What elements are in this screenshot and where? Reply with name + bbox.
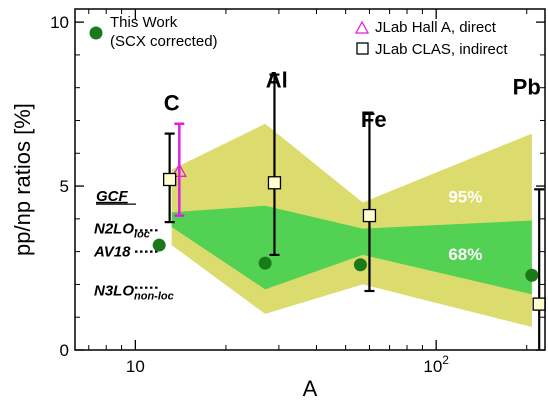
y-tick-label: 5 [60, 177, 69, 196]
data-point-this-work [258, 256, 272, 270]
data-point-this-work [525, 268, 539, 282]
legend-label-clas: JLab CLAS, indirect [375, 41, 508, 58]
confidence-band-68pct [171, 205, 532, 295]
legend-marker-clas [356, 42, 369, 55]
x-tick-base: 10 [423, 357, 442, 376]
x-tick-base: 10 [126, 357, 145, 376]
band-label: 95% [448, 187, 482, 206]
y-tick-label: 0 [60, 341, 69, 360]
plot-frame [74, 8, 546, 351]
nucleus-label: Fe [361, 107, 387, 132]
legend-label-scx: (SCX corrected) [110, 33, 218, 50]
gcf-model-name: N3LO [94, 283, 134, 300]
data-point-clas [162, 172, 177, 187]
gcf-model-subscript: non-loc [134, 291, 174, 303]
data-point-clas [532, 297, 546, 311]
data-point-hall-a [171, 162, 187, 177]
band-label: 68% [448, 245, 482, 264]
x-axis-label: A [303, 376, 318, 401]
x-tick-exponent: 2 [442, 353, 449, 367]
y-axis-label: pp/np ratios [%] [10, 103, 35, 256]
legend: This Work (SCX corrected) JLab Hall A, dir… [89, 14, 508, 58]
labels-layer: 95% 68% C Al Fe Pb [164, 68, 541, 264]
gcf-model-label: AV18 [93, 244, 131, 261]
gcf-model-name: N2LO [94, 220, 134, 237]
band-layer [171, 123, 532, 328]
marks-layer [152, 73, 546, 350]
nucleus-label: Pb [513, 74, 541, 99]
legend-label-hall-a: JLab Hall A, direct [375, 19, 497, 36]
gcf-title: GCF [96, 188, 129, 205]
data-point-clas [267, 176, 282, 190]
legend-marker-this-work [89, 26, 103, 40]
nucleus-label: C [164, 91, 180, 116]
gcf-model-label: N3LOnon-loc [94, 283, 174, 303]
legend-label-this-work: This Work [110, 14, 178, 31]
gcf-model-name: AV18 [93, 244, 131, 261]
x-tick-label: 10 [126, 357, 145, 376]
legend-marker-hall-a [354, 20, 370, 34]
nucleus-label: Al [266, 68, 288, 93]
data-point-clas [362, 208, 377, 223]
data-point-this-work [152, 238, 166, 252]
y-tick-label: 10 [50, 13, 69, 32]
x-tick-label: 102 [423, 353, 449, 376]
data-point-this-work [353, 258, 367, 272]
